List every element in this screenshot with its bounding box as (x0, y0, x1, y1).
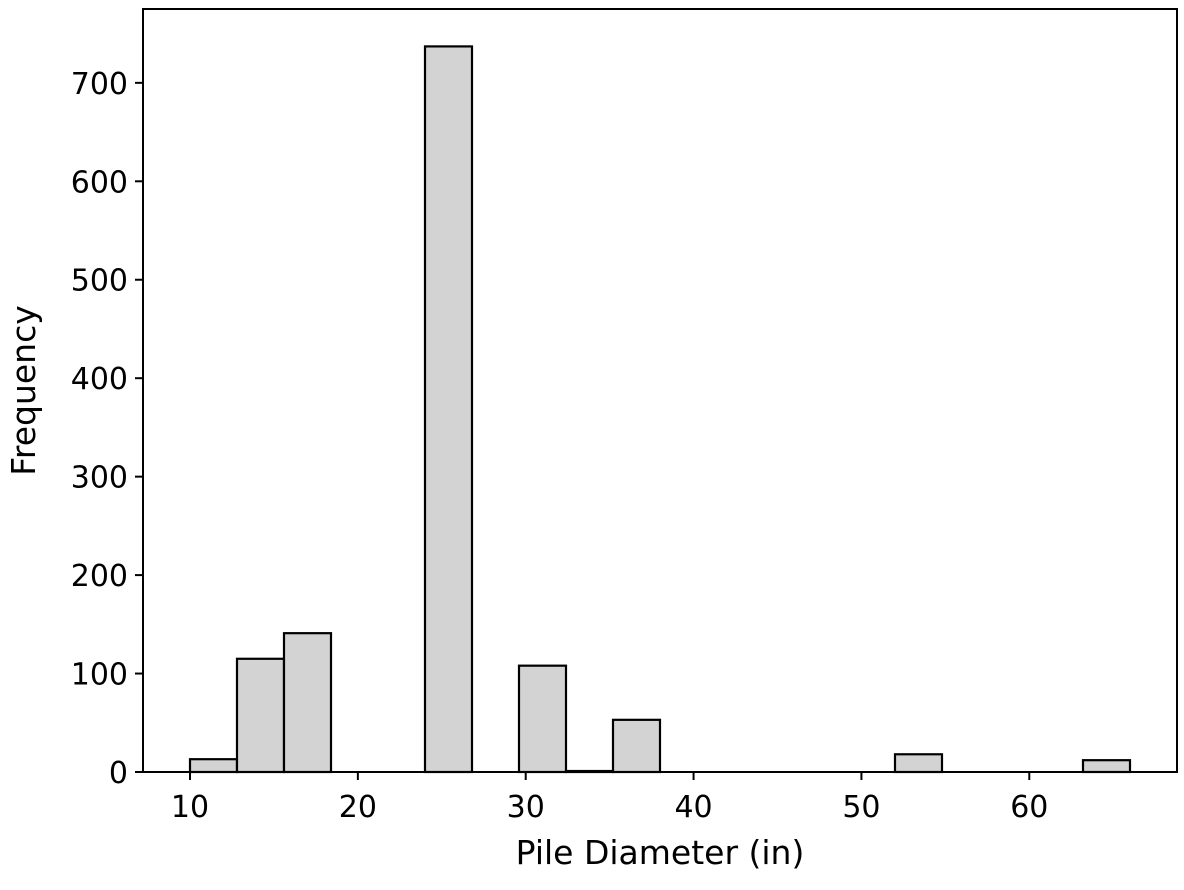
x-tick-label: 10 (171, 790, 209, 825)
histogram-bar (611, 718, 662, 774)
y-tick-label: 0 (109, 756, 128, 791)
x-tick-label: 20 (339, 790, 377, 825)
y-tick-label: 700 (71, 67, 128, 102)
histogram-bar (893, 753, 944, 774)
y-axis-label: Frequency (4, 305, 43, 475)
x-tick-label: 40 (674, 790, 712, 825)
plot-frame (142, 8, 1178, 773)
x-tick-label: 30 (507, 790, 545, 825)
y-tick-label: 100 (71, 658, 128, 693)
histogram-bar (188, 758, 239, 774)
bars-group (188, 45, 1132, 774)
y-axis-ticks: 0 100 200 300 400 500 600 700 (71, 67, 143, 791)
x-axis-label: Pile Diameter (in) (516, 833, 805, 872)
y-tick-label: 300 (71, 461, 128, 496)
y-tick-label: 400 (71, 362, 128, 397)
histogram-bar (235, 657, 286, 774)
x-axis-ticks: 10 20 30 40 50 60 (171, 772, 1048, 825)
x-tick-label: 50 (842, 790, 880, 825)
y-tick-label: 200 (71, 559, 128, 594)
y-tick-label: 600 (71, 165, 128, 200)
x-tick-label: 60 (1010, 790, 1048, 825)
histogram-bar (423, 45, 474, 774)
histogram-bar (282, 632, 333, 774)
histogram-bar (1081, 759, 1132, 774)
histogram-bar (517, 664, 568, 774)
y-tick-label: 500 (71, 264, 128, 299)
